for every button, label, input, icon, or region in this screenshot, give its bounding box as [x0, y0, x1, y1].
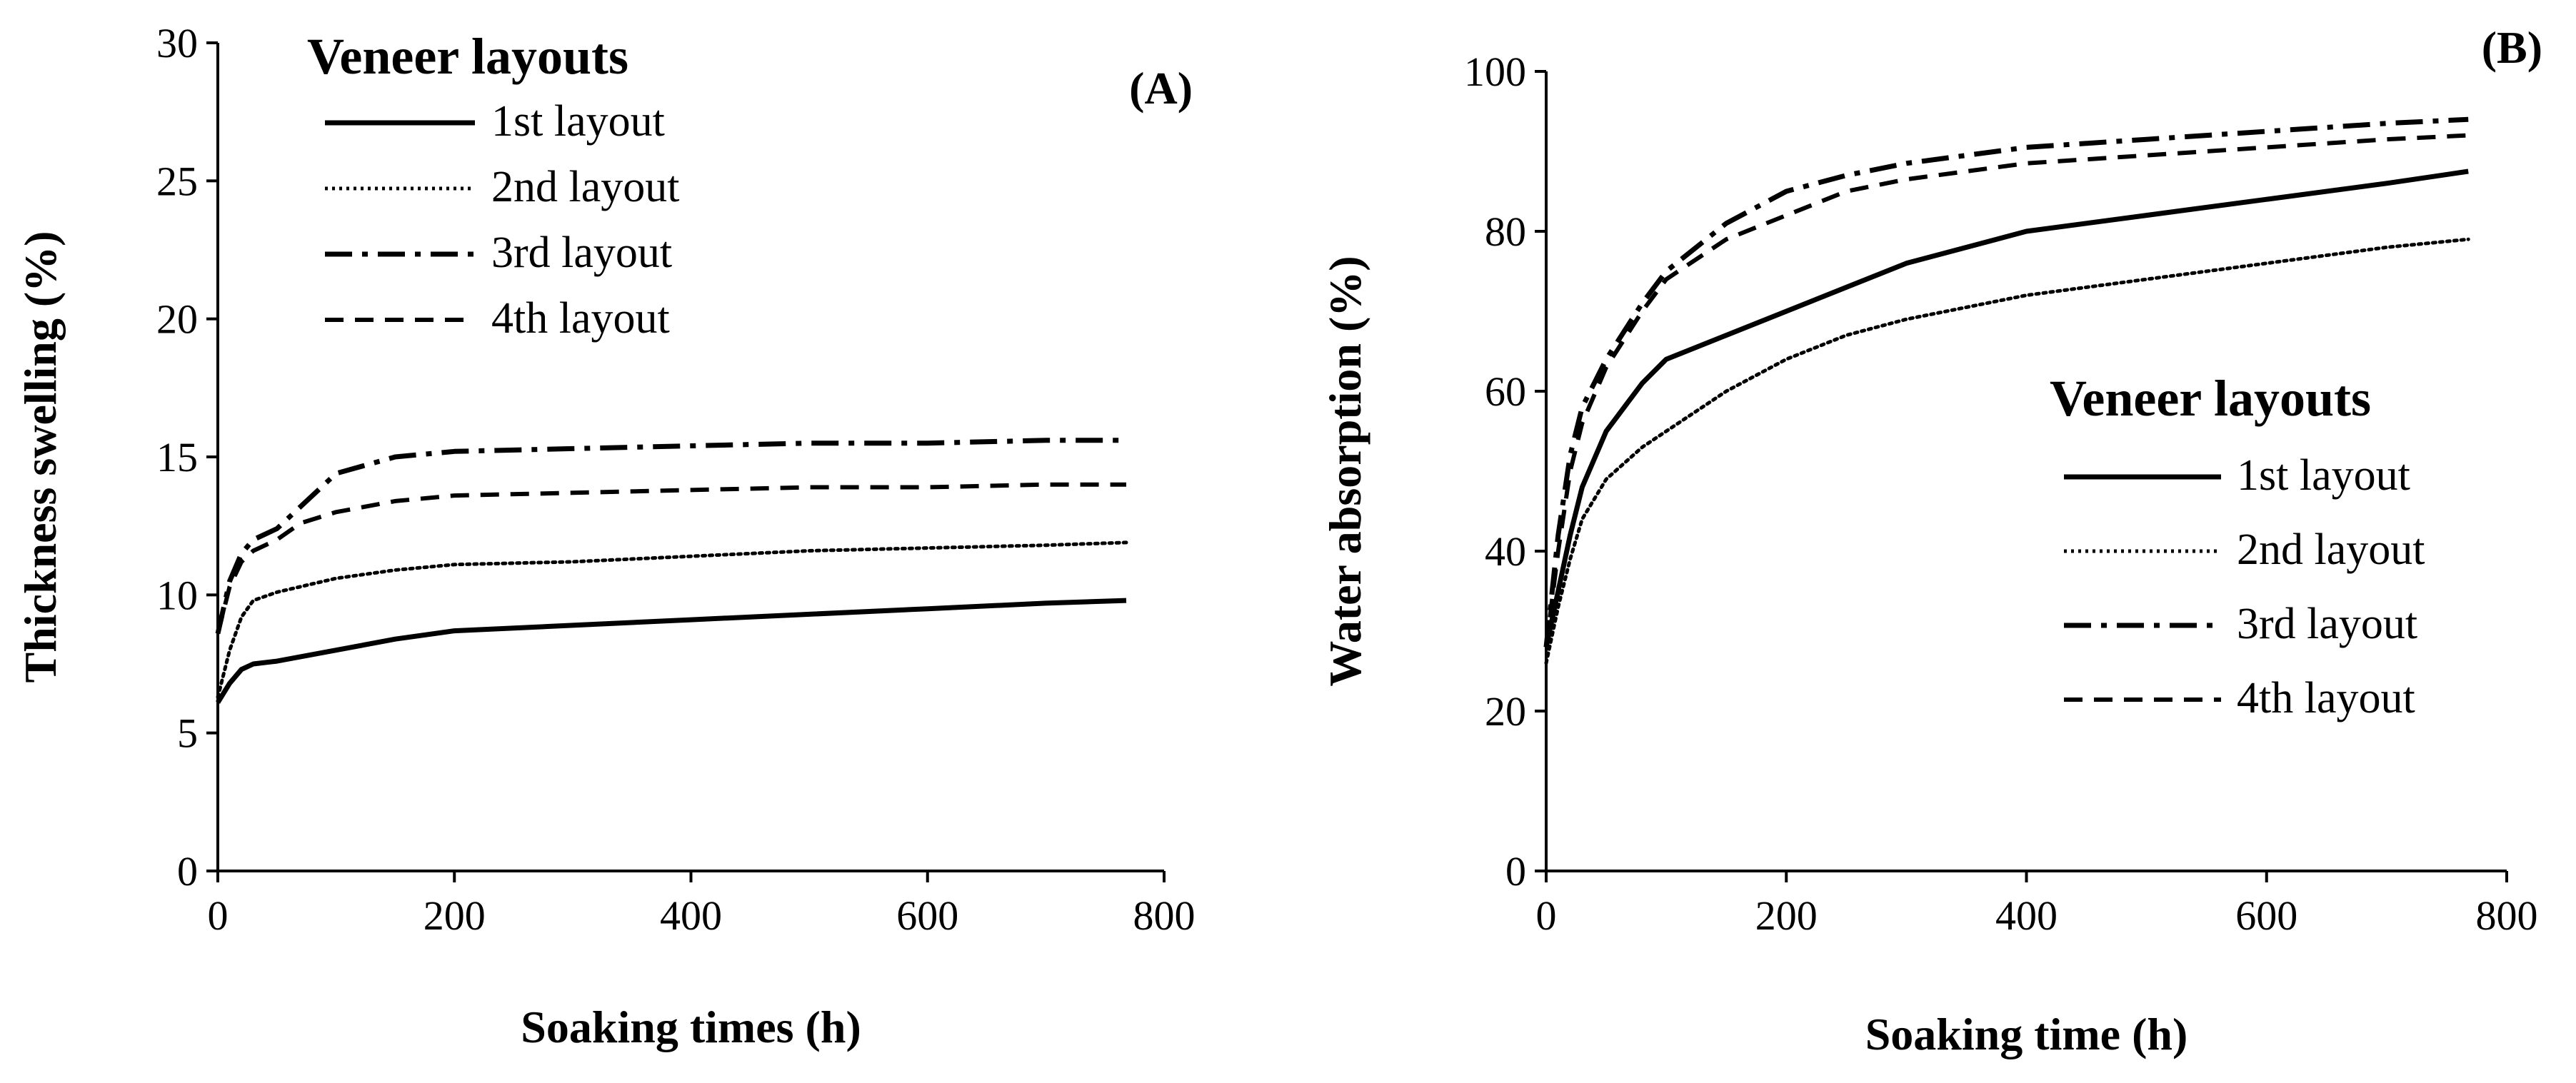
- b-x-tick-label: 800: [2476, 892, 2538, 939]
- b-legend-label-2: 2nd layout: [2237, 525, 2425, 574]
- b-x-tick-label: 0: [1536, 892, 1557, 939]
- a-y-tick-label: 15: [156, 434, 198, 480]
- a-series-line-2: [216, 540, 1128, 699]
- b-x-tick-label: 200: [1755, 892, 1818, 939]
- b-series-line-1: [1543, 168, 2469, 648]
- b-legend: Veneer layouts 1st layout 2nd layout 3rd la…: [2050, 370, 2425, 722]
- b-legend-label-4: 4th layout: [2237, 674, 2415, 722]
- panel-b-chart: 0 20 40 60 80 100 0 200 400 600 800 Soaking time (h…: [1320, 22, 2542, 1059]
- a-x-tick-label: 0: [208, 892, 229, 939]
- b-y-tick-label: 60: [1485, 368, 1526, 415]
- b-x-tick-label: 600: [2235, 892, 2297, 939]
- a-legend-label-4: 4th layout: [491, 294, 670, 343]
- b-y-tick-label: 40: [1485, 528, 1526, 575]
- a-y-axis-title: Thickness swelling (%): [15, 231, 66, 683]
- a-y-tick-label: 0: [177, 848, 198, 895]
- a-x-axis-title: Soaking times (h): [521, 1002, 861, 1052]
- a-legend: Veneer layouts 1st layout 2nd layout 3rd la…: [307, 28, 679, 343]
- a-series-line-1: [216, 598, 1127, 704]
- a-x-tick-label: 800: [1133, 892, 1196, 939]
- a-legend-title: Veneer layouts: [307, 28, 628, 85]
- a-x-tick-label: 600: [896, 892, 958, 939]
- a-y-tick-label: 20: [156, 296, 198, 343]
- b-panel-label: (B): [2482, 22, 2542, 73]
- a-y-tick-label: 30: [156, 20, 198, 66]
- b-x-axis-title: Soaking time (h): [1865, 1009, 2188, 1059]
- b-y-tick-label: 0: [1505, 848, 1526, 895]
- a-legend-label-3: 3rd layout: [491, 228, 672, 277]
- b-legend-label-1: 1st layout: [2237, 451, 2410, 500]
- a-series-line-3: [215, 438, 1126, 635]
- b-legend-label-3: 3rd layout: [2237, 600, 2417, 648]
- a-y-tick-label: 10: [156, 572, 198, 618]
- a-series-line-4: [216, 482, 1126, 635]
- a-legend-label-2: 2nd layout: [491, 163, 679, 211]
- b-y-axis-title: Water absorption (%): [1320, 256, 1370, 686]
- b-x-tick-label: 400: [1995, 892, 2058, 939]
- b-y-tick-label: 20: [1485, 688, 1526, 735]
- a-y-tick-label: 25: [156, 158, 198, 204]
- a-panel-label: (A): [1129, 63, 1193, 114]
- a-x-tick-label: 200: [424, 892, 486, 939]
- b-y-tick-label: 80: [1485, 208, 1526, 255]
- b-y-tick-label: 100: [1464, 49, 1526, 95]
- a-legend-label-1: 1st layout: [491, 97, 665, 146]
- b-series-line-3: [1543, 116, 2469, 648]
- b-series-line-2: [1544, 237, 2470, 665]
- a-x-tick-label: 400: [660, 892, 722, 939]
- b-legend-title: Veneer layouts: [2050, 370, 2371, 427]
- panel-a-chart: 0 5 10 15 20 25 30 0 200 400 600 800 Soaking times (…: [15, 20, 1196, 1052]
- a-y-tick-label: 5: [177, 710, 198, 757]
